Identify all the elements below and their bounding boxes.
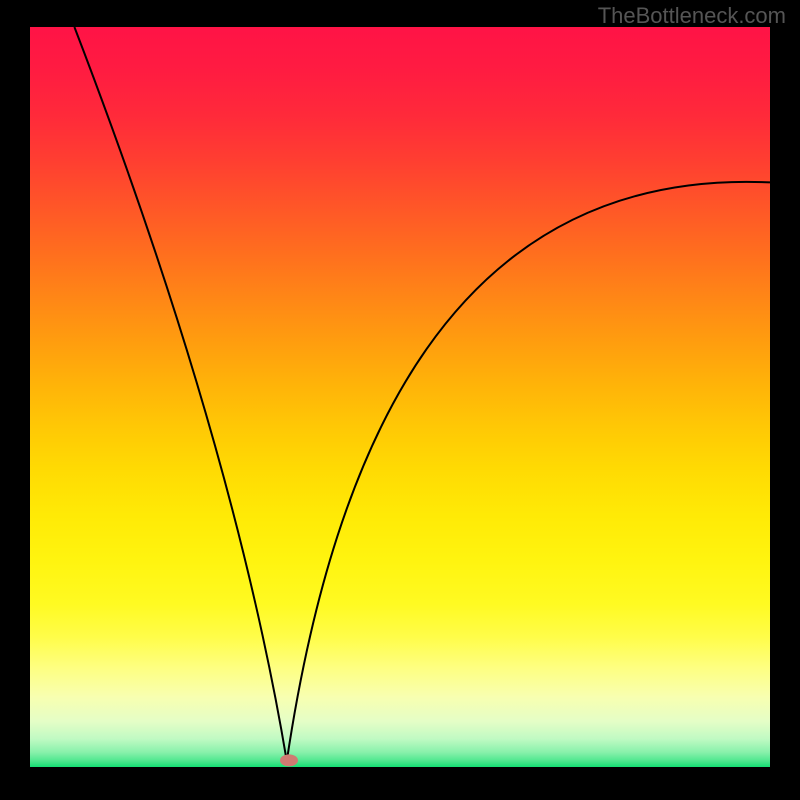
chart-container: TheBottleneck.com [0, 0, 800, 800]
optimum-marker [280, 754, 298, 766]
watermark-text: TheBottleneck.com [598, 3, 786, 29]
plot-area [30, 27, 770, 767]
bottleneck-chart [0, 0, 800, 800]
